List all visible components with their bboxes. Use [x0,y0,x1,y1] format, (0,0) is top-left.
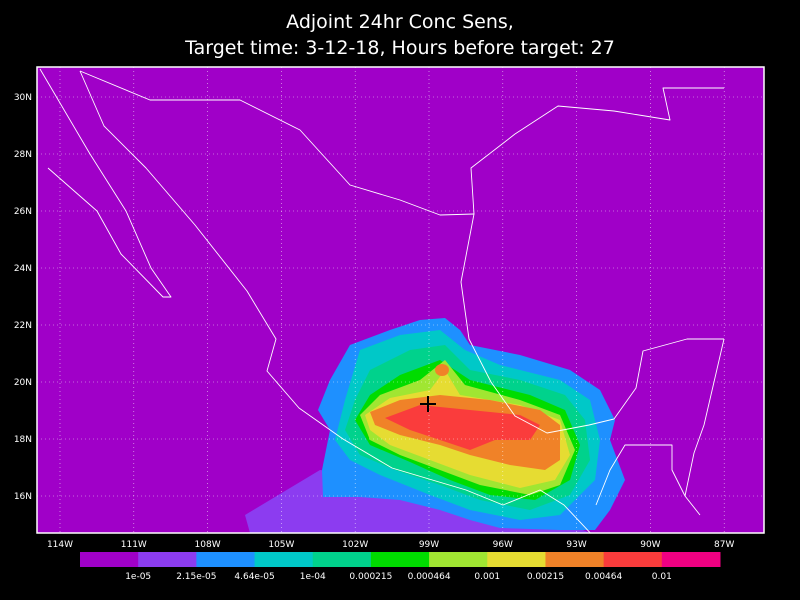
lon-label: 114W [47,540,73,550]
colorbar-swatch [370,552,430,567]
colorbar-label: 0.00215 [527,572,564,582]
lat-label: 22N [14,321,32,331]
colorbar-swatch [138,552,197,567]
lat-label: 30N [14,93,32,103]
axis-labels: 30N 28N 26N 24N 22N 20N 18N 16N 114W 111W 108W 105W… [14,93,735,550]
coastline [460,87,724,434]
colorbar-swatch [196,552,256,567]
lat-label: 18N [14,435,32,445]
colorbar-swatch [80,552,139,567]
lat-label: 24N [14,264,32,274]
lat-label: 20N [14,378,32,388]
colorbar-label: 0.00464 [585,572,622,582]
target-marker [420,396,436,412]
colorbar-label: 4.64e-05 [234,572,274,582]
lon-label: 108W [195,540,221,550]
plot-area [37,67,764,533]
colorbar-label: 0.01 [652,572,672,582]
coastline [684,338,725,516]
colorbar-label: 1e-04 [300,572,326,582]
colorbar-label: 1e-05 [125,572,151,582]
colorbar-swatch [254,552,314,567]
colorbar-label: 2.15e-05 [176,572,216,582]
lat-label: 28N [14,150,32,160]
colorbar-swatch [312,552,372,567]
title-line: Target time: 3-12-18, Hours before targe… [184,37,615,59]
lon-label: 96W [493,540,513,550]
colorbar-label: 0.001 [474,572,500,582]
lon-label: 102W [342,540,368,550]
border [595,444,686,506]
coastline [39,68,172,298]
lat-label: 26N [14,207,32,217]
contour-fill [435,364,449,376]
colorbar-swatch [429,552,488,567]
colorbar-label: 0.000215 [349,572,392,582]
lat-label: 16N [14,492,32,502]
lon-label: 90W [640,540,660,550]
lon-label: 99W [419,540,439,550]
colorbar-swatch [545,552,605,567]
title-line: Adjoint 24hr Conc Sens, [286,11,514,33]
lon-label: 111W [121,540,147,550]
lon-label: 93W [566,540,586,550]
lon-label: 87W [714,540,734,550]
grid [37,67,764,533]
coastline [79,70,591,533]
border [79,70,475,216]
colorbar-label: 0.000464 [408,572,451,582]
colorbar-swatch [487,552,546,567]
colorbar-swatch [603,552,663,567]
colorbar: 1e-05 2.15e-05 4.64e-05 1e-04 0.000215 0.0004… [80,552,721,582]
colorbar-swatch [661,552,721,567]
lon-label: 105W [268,540,294,550]
plot-frame [36,66,765,534]
